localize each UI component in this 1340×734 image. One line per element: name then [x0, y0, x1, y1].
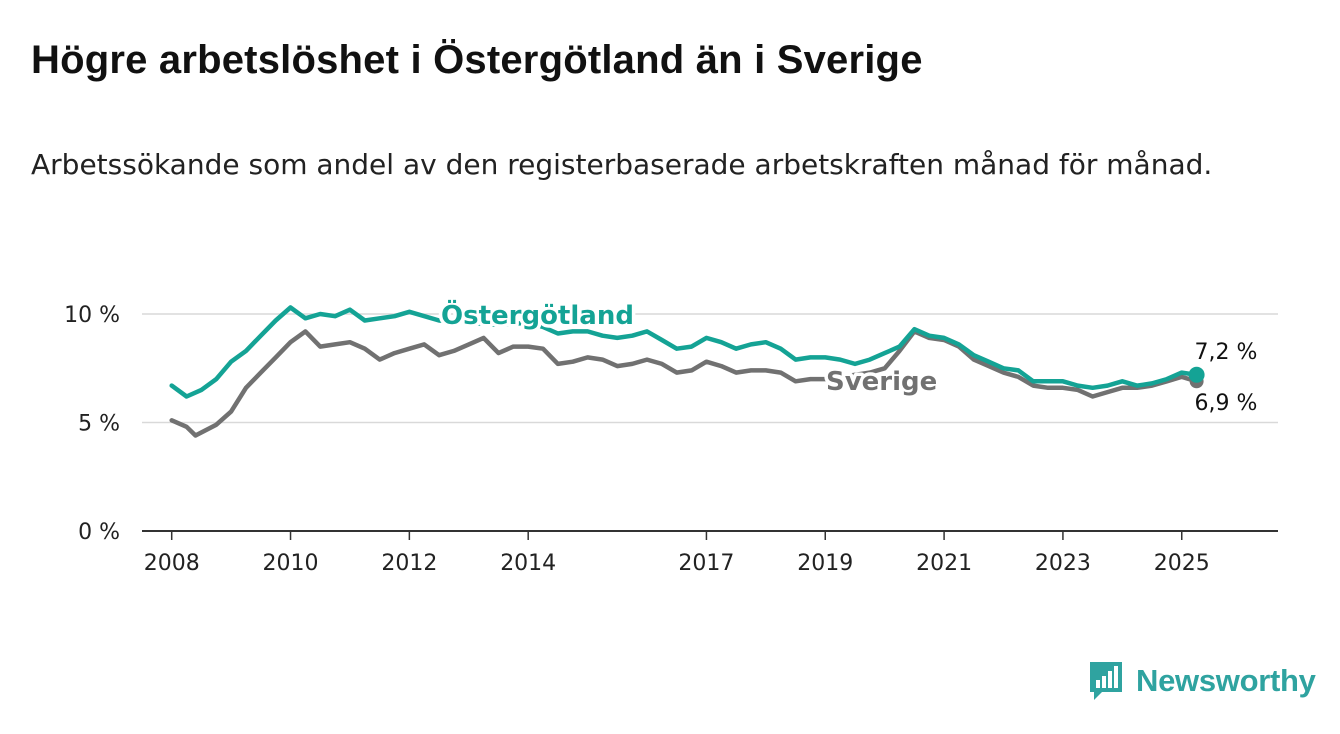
end-label-ostergotland: 7,2 % [1195, 340, 1258, 365]
x-tick-label: 2021 [916, 551, 972, 576]
newsworthy-logo[interactable]: Newsworthy [1088, 660, 1316, 702]
series-label-sverige: Sverige [826, 367, 937, 397]
chart-subtitle: Arbetssökande som andel av den registerb… [31, 148, 1213, 181]
x-tick-label: 2010 [263, 551, 319, 576]
x-tick-label: 2017 [678, 551, 734, 576]
x-tick-label: 2012 [381, 551, 437, 576]
y-tick-label: 5 % [78, 412, 120, 437]
newsworthy-logo-icon [1090, 662, 1122, 700]
series-label-ostergotland: Östergötland [441, 298, 634, 331]
x-tick-label: 2019 [797, 551, 853, 576]
x-tick-label: 2008 [144, 551, 200, 576]
end-point-ostergotland [1188, 366, 1205, 383]
series-line-sverige [169, 329, 1199, 438]
x-tick-label: 2014 [500, 551, 556, 576]
x-tick-label: 2023 [1035, 551, 1091, 576]
y-tick-label: 0 % [78, 520, 120, 545]
x-tick-label: 2025 [1154, 551, 1210, 576]
end-label-sverige: 6,9 % [1195, 391, 1258, 416]
chart-title: Högre arbetslöshet i Östergötland än i S… [31, 38, 923, 82]
series-line-ostergotland [169, 305, 1199, 399]
brand-name: Newsworthy [1136, 663, 1316, 698]
y-tick-label: 10 % [64, 303, 120, 328]
